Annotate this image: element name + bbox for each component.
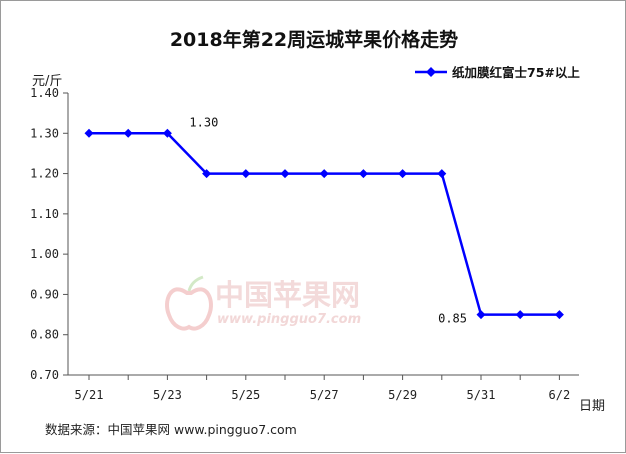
data-point-marker (476, 310, 486, 320)
x-tick-label: 5/23 (153, 388, 182, 402)
legend: 纸加膜红富士75#以上 (415, 65, 580, 80)
apple-logo-icon (165, 275, 213, 331)
y-tick-label: 0.90 (30, 287, 59, 301)
x-tick-label: 6/2 (549, 388, 571, 402)
x-tick-label: 5/27 (310, 388, 339, 402)
data-point-marker (241, 169, 251, 179)
data-point-marker (515, 310, 525, 320)
x-axis-label: 日期 (579, 399, 605, 414)
data-point-marker (123, 128, 133, 138)
watermark: 中国苹果网 www.pingguo7.com (165, 275, 361, 331)
data-label: 1.30 (189, 115, 218, 129)
x-tick-label: 5/21 (75, 388, 104, 402)
data-point-marker (162, 128, 172, 138)
data-point-marker (319, 169, 329, 179)
chart-title: 2018年第22周运城苹果价格走势 (170, 28, 458, 51)
y-tick-label: 1.00 (30, 247, 59, 261)
legend-label: 纸加膜红富士75#以上 (452, 65, 580, 80)
data-point-marker (280, 169, 290, 179)
y-tick-label: 1.20 (30, 167, 59, 181)
x-tick-label: 5/25 (231, 388, 260, 402)
data-point-marker (202, 169, 212, 179)
data-point-marker (398, 169, 408, 179)
legend-marker-icon (426, 67, 436, 77)
data-point-marker (437, 169, 447, 179)
data-point-marker (358, 169, 368, 179)
y-tick-label: 0.80 (30, 328, 59, 342)
source-note: 数据来源：中国苹果网 www.pingguo7.com (45, 422, 297, 437)
y-tick-label: 1.40 (30, 86, 59, 100)
data-point-marker (84, 128, 94, 138)
data-label: 0.85 (438, 312, 467, 326)
data-point-marker (554, 310, 564, 320)
y-tick-label: 0.70 (30, 368, 59, 382)
y-tick-label: 1.30 (30, 126, 59, 140)
y-axis-unit: 元/斤 (32, 74, 62, 89)
watermark-url: www.pingguo7.com (217, 312, 361, 327)
y-tick-label: 1.10 (30, 207, 59, 221)
x-tick-label: 5/29 (388, 388, 417, 402)
watermark-name: 中国苹果网 (215, 278, 360, 312)
x-tick-label: 5/31 (467, 388, 496, 402)
